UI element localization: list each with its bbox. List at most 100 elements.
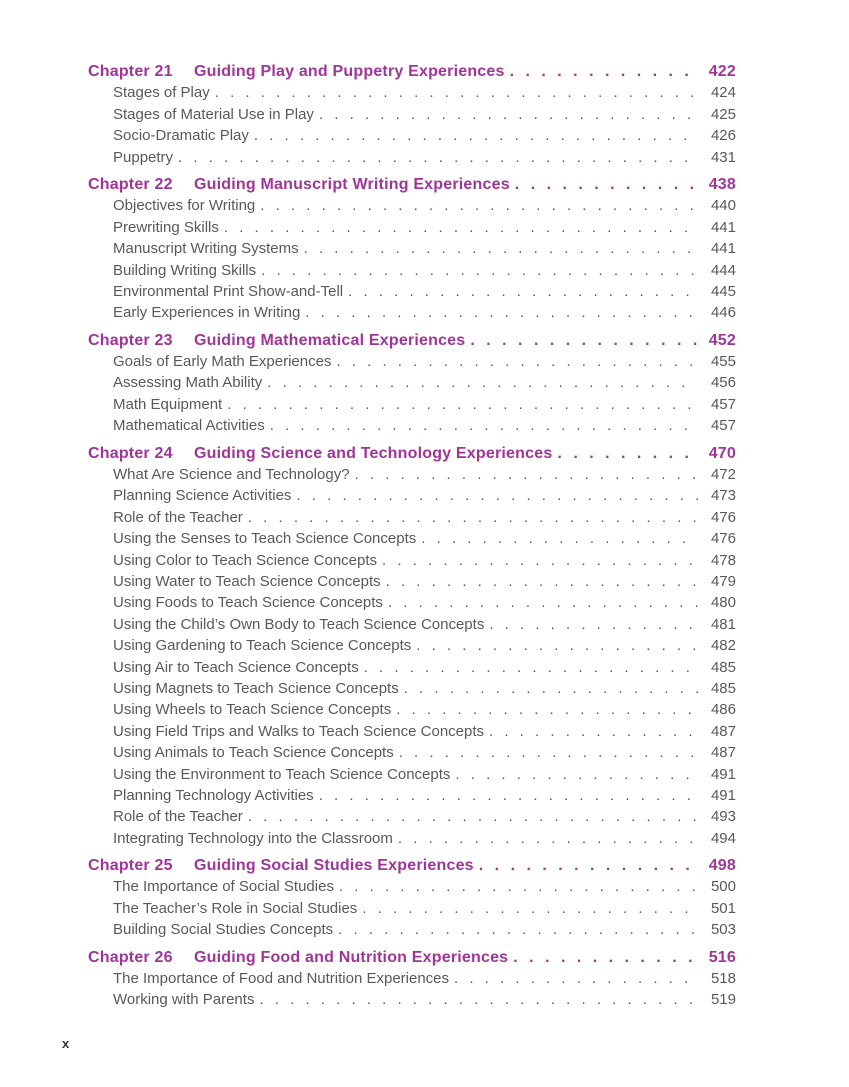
toc-section-entries: The Importance of Social Studies 500 The… bbox=[88, 876, 736, 940]
toc-entry-row: What Are Science and Technology? 472 bbox=[88, 464, 736, 485]
toc-section: Chapter 25 Guiding Social Studies Experi… bbox=[88, 855, 736, 941]
entry-title: Goals of Early Math Experiences bbox=[113, 353, 332, 371]
entry-page-number: 440 bbox=[710, 197, 736, 215]
entry-title: Environmental Print Show-and-Tell bbox=[113, 282, 344, 300]
toc-entry-row: Puppetry 431 bbox=[88, 147, 736, 168]
entry-page-number: 425 bbox=[710, 105, 736, 123]
toc-entry-row: Using Gardening to Teach Science Concept… bbox=[88, 635, 736, 656]
entry-title: Puppetry bbox=[113, 148, 174, 166]
toc-chapter-row: Chapter 21 Guiding Play and Puppetry Exp… bbox=[88, 61, 736, 82]
chapter-title: Guiding Science and Technology Experienc… bbox=[194, 444, 553, 462]
toc-entry-row: Using the Environment to Teach Science C… bbox=[88, 764, 736, 785]
entry-page-number: 431 bbox=[710, 148, 736, 166]
entry-title: Using the Senses to Teach Science Concep… bbox=[113, 530, 417, 548]
entry-title: Stages of Material Use in Play bbox=[113, 105, 314, 123]
toc-entry-row: Using Animals to Teach Science Concepts … bbox=[88, 742, 736, 763]
toc-chapter-row: Chapter 24 Guiding Science and Technolog… bbox=[88, 443, 736, 464]
toc-entry-row: The Importance of Food and Nutrition Exp… bbox=[88, 968, 736, 989]
entry-title: Integrating Technology into the Classroo… bbox=[113, 829, 393, 847]
entry-page-number: 476 bbox=[710, 508, 736, 526]
dot-leader bbox=[364, 657, 698, 678]
toc-chapter-row: Chapter 26 Guiding Food and Nutrition Ex… bbox=[88, 947, 736, 968]
dot-leader bbox=[421, 528, 698, 549]
toc-entry-row: Building Social Studies Concepts 503 bbox=[88, 919, 736, 940]
chapter-label: Chapter 21 bbox=[88, 63, 173, 80]
entry-page-number: 494 bbox=[710, 829, 736, 847]
dot-leader bbox=[336, 351, 698, 372]
dot-leader bbox=[398, 828, 698, 849]
dot-leader bbox=[355, 464, 698, 485]
toc-entry-row: Math Equipment 457 bbox=[88, 394, 736, 415]
entry-title: The Importance of Food and Nutrition Exp… bbox=[113, 970, 450, 988]
chapter-label: Chapter 26 bbox=[88, 948, 173, 966]
toc-section: Chapter 24 Guiding Science and Technolog… bbox=[88, 443, 736, 849]
toc-entry-row: Mathematical Activities 457 bbox=[88, 415, 736, 436]
entry-page-number: 476 bbox=[710, 530, 736, 548]
toc-entry-row: Planning Technology Activities 491 bbox=[88, 785, 736, 806]
entry-page-number: 478 bbox=[710, 551, 736, 569]
toc-chapter-row: Chapter 23 Guiding Mathematical Experien… bbox=[88, 330, 736, 351]
entry-title: Manuscript Writing Systems bbox=[113, 240, 299, 258]
entry-title: Working with Parents bbox=[113, 991, 255, 1009]
dot-leader bbox=[454, 968, 698, 989]
dot-leader bbox=[215, 82, 698, 103]
entry-title: Using Water to Teach Science Concepts bbox=[113, 572, 381, 590]
toc-entry-row: Early Experiences in Writing 446 bbox=[88, 302, 736, 323]
toc-entry-row: Building Writing Skills 444 bbox=[88, 260, 736, 281]
entry-title: Using Gardening to Teach Science Concept… bbox=[113, 637, 412, 655]
entry-page-number: 457 bbox=[710, 417, 736, 435]
toc-section-entries: Goals of Early Math Experiences 455 Asse… bbox=[88, 351, 736, 437]
entry-page-number: 472 bbox=[710, 466, 736, 484]
entry-page-number: 444 bbox=[710, 261, 736, 279]
chapter-page-number: 438 bbox=[708, 175, 736, 193]
entry-title: Assessing Math Ability bbox=[113, 374, 263, 392]
entry-title: Prewriting Skills bbox=[113, 218, 219, 236]
toc-entry-row: Planning Science Activities 473 bbox=[88, 485, 736, 506]
dot-leader bbox=[339, 876, 698, 897]
dot-leader bbox=[510, 61, 698, 82]
dot-leader bbox=[248, 507, 698, 528]
entry-page-number: 500 bbox=[710, 878, 736, 896]
entry-page-number: 457 bbox=[710, 395, 736, 413]
dot-leader bbox=[404, 678, 698, 699]
dot-leader bbox=[338, 919, 698, 940]
entry-page-number: 482 bbox=[710, 637, 736, 655]
dot-leader bbox=[513, 947, 698, 968]
toc-entry-row: Using Magnets to Teach Science Concepts … bbox=[88, 678, 736, 699]
toc-chapter-row: Chapter 22 Guiding Manuscript Writing Ex… bbox=[88, 174, 736, 195]
toc-section: Chapter 22 Guiding Manuscript Writing Ex… bbox=[88, 174, 736, 324]
dot-leader bbox=[489, 614, 698, 635]
entry-title: Using the Child’s Own Body to Teach Scie… bbox=[113, 615, 485, 633]
dot-leader bbox=[455, 764, 698, 785]
dot-leader bbox=[248, 806, 698, 827]
dot-leader bbox=[388, 592, 698, 613]
dot-leader bbox=[261, 260, 698, 281]
toc-section: Chapter 23 Guiding Mathematical Experien… bbox=[88, 330, 736, 437]
entry-page-number: 518 bbox=[710, 970, 736, 988]
toc-entry-row: Using Foods to Teach Science Concepts 48… bbox=[88, 592, 736, 613]
entry-title: Using Animals to Teach Science Concepts bbox=[113, 744, 394, 762]
chapter-title: Guiding Play and Puppetry Experiences bbox=[194, 63, 505, 80]
dot-leader bbox=[396, 699, 698, 720]
entry-title: Early Experiences in Writing bbox=[113, 304, 301, 322]
toc-entry-row: The Importance of Social Studies 500 bbox=[88, 876, 736, 897]
entry-title: Using Magnets to Teach Science Concepts bbox=[113, 679, 399, 697]
entry-page-number: 491 bbox=[710, 786, 736, 804]
toc-entry-row: Using Field Trips and Walks to Teach Sci… bbox=[88, 721, 736, 742]
entry-page-number: 441 bbox=[710, 218, 736, 236]
entry-page-number: 480 bbox=[710, 594, 736, 612]
toc-entry-row: Goals of Early Math Experiences 455 bbox=[88, 351, 736, 372]
toc-entry-row: Objectives for Writing 440 bbox=[88, 195, 736, 216]
chapter-page-number: 516 bbox=[708, 948, 736, 966]
toc-entry-row: Stages of Material Use in Play 425 bbox=[88, 104, 736, 125]
entry-page-number: 491 bbox=[710, 765, 736, 783]
toc-section-entries: Stages of Play 424 Stages of Material Us… bbox=[88, 82, 736, 168]
entry-title: Using the Environment to Teach Science C… bbox=[113, 765, 451, 783]
toc-entry-row: Using Air to Teach Science Concepts 485 bbox=[88, 657, 736, 678]
entry-title: Planning Technology Activities bbox=[113, 786, 314, 804]
dot-leader bbox=[489, 721, 698, 742]
toc-entry-row: Using Color to Teach Science Concepts 47… bbox=[88, 550, 736, 571]
entry-page-number: 487 bbox=[710, 744, 736, 762]
chapter-page-number: 470 bbox=[708, 444, 736, 462]
